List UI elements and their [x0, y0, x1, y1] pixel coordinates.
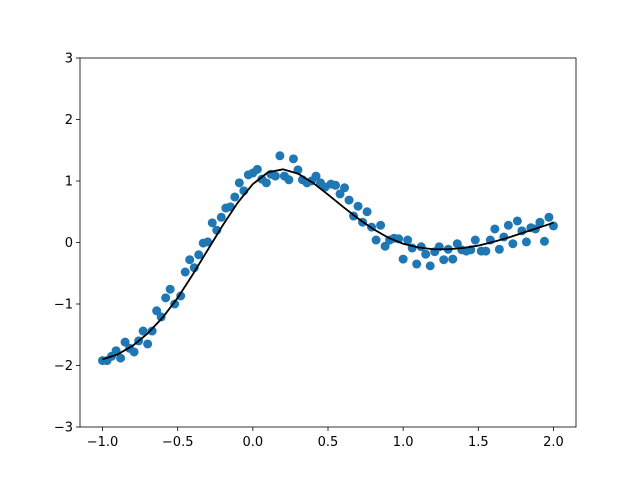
- point: [481, 246, 491, 256]
- point: [340, 183, 350, 193]
- point: [353, 201, 363, 211]
- point: [548, 221, 558, 231]
- point: [288, 154, 298, 164]
- point: [362, 207, 372, 217]
- point: [439, 255, 449, 265]
- x-tick-label: 0.0: [243, 435, 264, 450]
- point: [380, 241, 390, 251]
- point: [284, 175, 294, 185]
- point: [116, 353, 126, 363]
- point: [508, 239, 518, 249]
- point: [521, 237, 531, 247]
- y-tick-label: −2: [54, 359, 73, 374]
- x-tick-label: −0.5: [162, 435, 194, 450]
- point: [344, 195, 354, 205]
- point: [335, 189, 345, 199]
- point: [147, 326, 157, 336]
- point: [216, 212, 226, 222]
- point: [416, 242, 426, 252]
- y-tick-label: 2: [65, 113, 73, 128]
- x-tick-label: 2.0: [543, 435, 564, 450]
- point: [185, 255, 195, 265]
- point: [403, 235, 413, 245]
- point: [194, 250, 204, 260]
- y-tick-label: 0: [65, 236, 73, 251]
- point: [452, 239, 462, 249]
- point: [535, 217, 545, 227]
- x-tick-label: 1.0: [393, 435, 414, 450]
- point: [421, 249, 431, 259]
- point: [161, 293, 171, 303]
- point: [539, 236, 549, 246]
- point: [156, 312, 166, 322]
- point: [512, 216, 522, 226]
- point: [120, 337, 130, 347]
- point: [470, 235, 480, 245]
- y-tick-label: 3: [65, 52, 73, 67]
- x-tick-label: −1.0: [87, 435, 119, 450]
- point: [230, 192, 240, 202]
- x-tick-label: 1.5: [468, 435, 489, 450]
- point: [138, 326, 148, 336]
- point: [129, 347, 139, 357]
- point: [425, 261, 435, 271]
- point: [207, 218, 217, 228]
- point: [376, 220, 386, 230]
- point: [503, 220, 513, 230]
- point: [152, 306, 162, 316]
- point: [544, 212, 554, 222]
- point: [252, 164, 262, 174]
- point: [412, 259, 422, 269]
- point: [371, 235, 381, 245]
- point: [448, 254, 458, 264]
- point: [170, 299, 180, 309]
- y-tick-label: −3: [54, 421, 73, 436]
- point: [494, 244, 504, 254]
- point: [270, 171, 280, 181]
- axes-frame: [79, 57, 577, 428]
- point: [331, 180, 341, 190]
- point: [398, 254, 408, 264]
- y-tick-label: −1: [54, 298, 73, 313]
- point: [143, 339, 153, 349]
- point: [261, 178, 271, 188]
- y-tick-label: 1: [65, 175, 73, 190]
- point: [275, 151, 285, 161]
- point: [311, 171, 321, 181]
- point: [203, 237, 213, 247]
- point: [180, 267, 190, 277]
- point: [234, 178, 244, 188]
- x-tick-label: 0.5: [318, 435, 339, 450]
- point: [490, 224, 500, 234]
- line: [102, 168, 554, 361]
- point: [165, 284, 175, 294]
